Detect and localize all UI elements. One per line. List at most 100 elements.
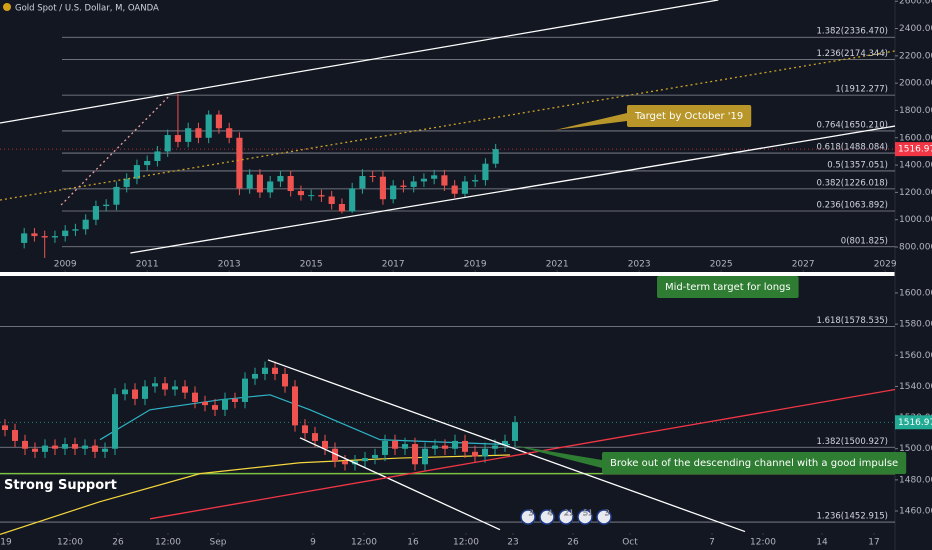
callout-text: Target by October '19: [634, 111, 743, 122]
y-tick-label: 1400.000: [899, 161, 932, 171]
candle-body: [372, 454, 378, 459]
candle-body: [242, 378, 248, 402]
candle-body: [262, 367, 268, 374]
y-tick-label: 1600.000: [899, 133, 932, 143]
x-tick-label: 2013: [218, 260, 241, 270]
x-tick-label: 2017: [382, 260, 405, 270]
candle-body: [41, 236, 48, 238]
event-count: 3: [604, 509, 609, 518]
candle-body: [12, 430, 18, 441]
candle-body: [215, 114, 223, 129]
x-tick-label: 12:00: [155, 538, 181, 548]
support-label: Strong Support: [4, 478, 117, 493]
fib-label: 0.5(1357.051): [827, 160, 888, 170]
candle-body: [82, 219, 89, 230]
callout-box: [627, 105, 752, 127]
candle-body: [359, 176, 366, 189]
trendline: [267, 359, 746, 533]
callout-text: Broke out of the descending channel with…: [610, 458, 898, 469]
fib-label: 0.236(1063.892): [816, 200, 888, 210]
event-count: 3: [528, 509, 533, 518]
candle-body: [185, 128, 192, 142]
candle-body: [31, 233, 38, 237]
chart-title: Gold Spot / U.S. Dollar, M, OANDA: [15, 4, 159, 14]
candle-body: [172, 386, 178, 390]
candle-body: [42, 445, 48, 452]
y-tick-label: 1480.000: [899, 475, 932, 485]
x-tick-label: 2019: [464, 260, 487, 270]
y-tick-label: 800.000: [899, 243, 932, 253]
candle-body: [308, 195, 315, 197]
candle-body: [226, 128, 233, 138]
candle-body: [312, 433, 318, 441]
candle-body: [162, 383, 168, 390]
candle-body: [142, 386, 148, 399]
candle-body: [328, 196, 335, 204]
candle-body: [342, 461, 348, 465]
x-tick-label: 12:00: [57, 538, 83, 548]
candle-body: [392, 440, 398, 449]
candle-body: [431, 175, 438, 179]
candle-body: [152, 383, 158, 387]
candle-body: [379, 176, 387, 200]
candle-body: [432, 445, 438, 449]
candle-body: [205, 114, 212, 138]
trendline: [130, 125, 895, 254]
plot-area: [0, 325, 895, 535]
x-tick-label: 2027: [792, 260, 815, 270]
y-tick-label: 2200.000: [899, 51, 932, 61]
candle-body: [302, 425, 308, 434]
candle-body: [132, 389, 138, 399]
candle-body: [267, 181, 274, 193]
candle-body: [154, 151, 161, 161]
candle-body: [51, 236, 59, 238]
last-price-box: [895, 142, 932, 157]
y-tick-label: 1460.000: [899, 507, 932, 517]
candle-body: [123, 178, 130, 187]
y-tick-label: 1560.000: [899, 351, 932, 361]
candle-body: [349, 188, 356, 212]
candle-body: [287, 176, 294, 192]
candle-body: [362, 458, 368, 462]
x-tick-label: 9: [310, 538, 316, 548]
x-tick-label: Oct: [622, 538, 638, 548]
fib-label: 0.764(1650.210): [816, 120, 888, 130]
candle-body: [412, 444, 418, 465]
candle-body: [246, 174, 253, 189]
candle-body: [164, 135, 171, 152]
candle-body: [292, 386, 298, 426]
x-tick-label: 26: [112, 538, 124, 548]
candle-body: [72, 444, 78, 449]
symbol-icon: [3, 3, 11, 11]
fib-label: 1.382(2336.470): [816, 27, 888, 37]
candle-body: [82, 445, 88, 449]
candle-body: [332, 448, 338, 462]
candle-body: [422, 448, 428, 465]
candle-body: [182, 386, 188, 393]
candle-body: [277, 176, 284, 182]
candle-body: [472, 451, 478, 457]
candle-body: [472, 180, 479, 182]
candle-body: [297, 191, 305, 196]
candle-body: [390, 185, 397, 200]
candle-body: [236, 137, 243, 189]
event-count: 4: [547, 509, 552, 518]
y-tick-label: 2000.000: [899, 79, 932, 89]
candle-body: [462, 440, 468, 452]
candle-body: [174, 135, 182, 142]
y-tick-label: 2400.000: [899, 24, 932, 34]
x-tick-label: 16: [407, 538, 419, 548]
fib-label: 1.618(1578.535): [816, 316, 888, 326]
candle-body: [92, 206, 100, 220]
event-count: 21: [564, 509, 574, 518]
fib-label: 1.236(1452.915): [816, 512, 888, 522]
x-tick-label: 14: [816, 538, 828, 548]
candle-body: [451, 185, 458, 194]
x-tick-label: 17: [868, 538, 879, 548]
moving-average: [99, 394, 511, 446]
x-tick-label: 2023: [628, 260, 651, 270]
candle-body: [252, 373, 258, 379]
candle-body: [113, 186, 120, 205]
plot-area: [0, 0, 895, 272]
y-tick-label: 1000.000: [899, 215, 932, 225]
